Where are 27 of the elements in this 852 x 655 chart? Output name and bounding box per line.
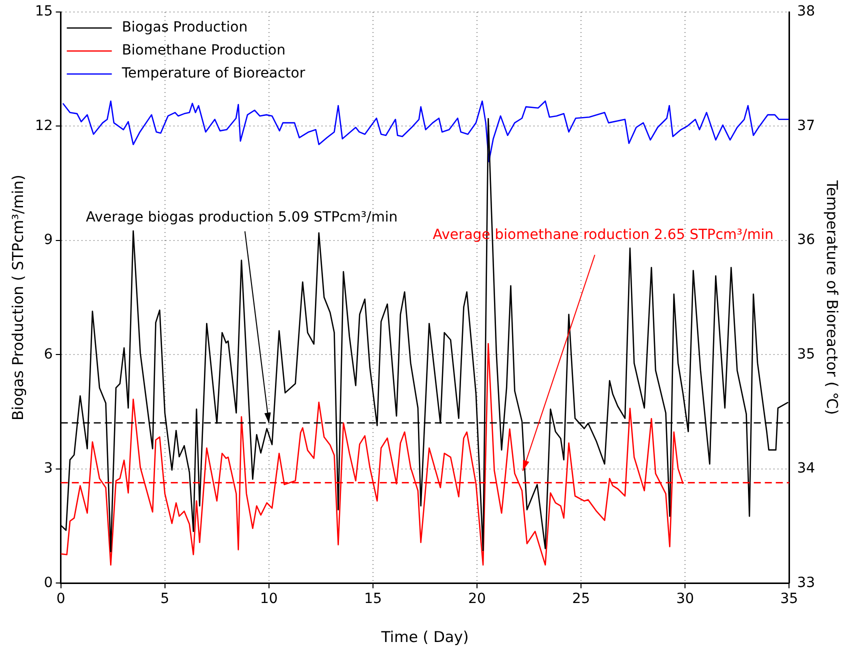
y-tick-label: 9 — [44, 232, 53, 248]
legend-label: Temperature of Bioreactor — [120, 66, 306, 82]
x-tick-label: 25 — [572, 591, 590, 608]
x-tick-label: 15 — [364, 591, 382, 608]
y-tick-label: 0 — [44, 574, 53, 591]
x-tick-label: 20 — [468, 591, 486, 608]
x-tick-label: 30 — [676, 591, 694, 608]
y-tick-label: 12 — [34, 118, 53, 134]
x-axis-title: Time ( Day) — [380, 628, 469, 646]
y2-axis-title: Temperature of Bioreactor ( ℃) — [823, 179, 842, 415]
y2-tick-label: 36 — [797, 232, 816, 248]
y2-tick-label: 33 — [797, 574, 816, 591]
y-axis-title: Biogas Production ( STPcm³/min) — [8, 174, 27, 421]
y-tick-label: 15 — [34, 4, 53, 20]
legend-label: Biogas Production — [122, 20, 248, 36]
y2-tick-label: 34 — [797, 460, 816, 477]
y2-tick-label: 37 — [797, 118, 816, 134]
x-tick-label: 10 — [260, 591, 278, 608]
annotation: Average biogas production 5.09 STPcm³/min — [86, 209, 398, 226]
x-tick-label: 5 — [160, 591, 170, 608]
y-tick-label: 6 — [44, 346, 53, 362]
x-tick-label: 35 — [780, 591, 798, 608]
x-tick-label: 0 — [56, 591, 66, 608]
y2-tick-label: 35 — [797, 346, 816, 362]
legend-label: Biomethane Production — [122, 42, 286, 59]
y2-tick-label: 38 — [797, 4, 816, 20]
y-tick-label: 3 — [44, 460, 53, 477]
